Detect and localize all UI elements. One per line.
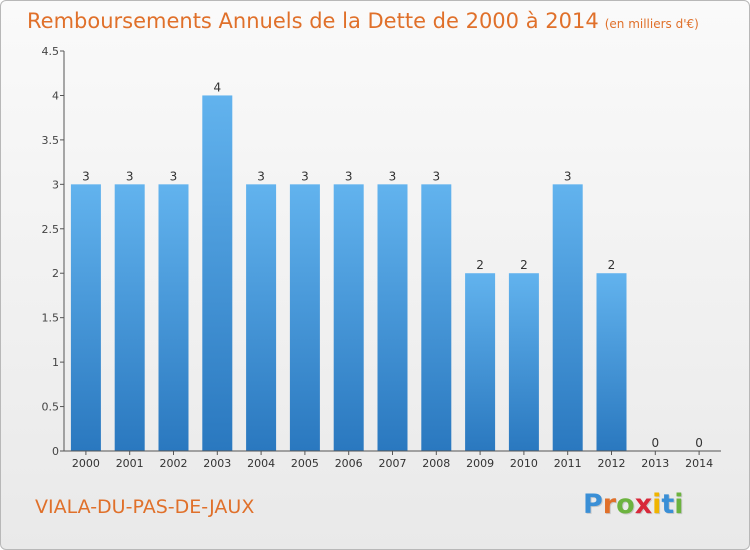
bar [158, 184, 189, 452]
x-tick-label: 2003 [203, 457, 231, 470]
y-tick-label: 3.5 [42, 134, 60, 147]
bar-value-label: 3 [257, 169, 265, 183]
x-tick-label: 2000 [72, 457, 100, 470]
y-tick-label: 1.5 [42, 312, 60, 325]
x-tick-label: 2009 [466, 457, 494, 470]
bar [289, 184, 320, 452]
x-tick-label: 2011 [554, 457, 582, 470]
logo-letter: t [661, 489, 675, 520]
y-axis: 0 0.5 1 1.5 2 2.5 3 3.5 4 4.5 [42, 45, 65, 458]
logo-letter: P [583, 489, 603, 520]
x-tick-label: 2005 [291, 457, 319, 470]
bar-value-label: 4 [213, 80, 221, 94]
bar-value-label: 0 [651, 436, 659, 450]
bar [377, 184, 408, 452]
x-tick-label: 2012 [598, 457, 626, 470]
y-tick-label: 2.5 [42, 223, 60, 236]
y-tick-label: 4 [52, 89, 59, 102]
bar-value-label: 3 [345, 169, 353, 183]
bar-value-label: 3 [301, 169, 309, 183]
logo-letter: x [634, 489, 653, 520]
bar-value-label: 3 [126, 169, 134, 183]
x-axis: 2000 2001 2002 2003 2004 2005 2006 2007 2008 2009… [64, 450, 721, 470]
bar [114, 184, 145, 452]
x-tick-label: 2014 [685, 457, 713, 470]
bar-value-label: 3 [389, 169, 397, 183]
x-tick-label: 2001 [116, 457, 144, 470]
bar [202, 95, 233, 451]
bar [552, 184, 583, 452]
logo-letter: r [602, 489, 617, 520]
bar-value-label: 3 [564, 169, 572, 183]
x-tick-label: 2010 [510, 457, 538, 470]
y-tick-label: 0 [52, 445, 59, 458]
bar [465, 273, 496, 451]
x-tick-label: 2013 [641, 457, 669, 470]
x-tick-label: 2002 [160, 457, 188, 470]
y-tick-label: 4.5 [42, 45, 60, 58]
logo-letter: i [674, 489, 684, 520]
bar [596, 273, 627, 451]
bar [421, 184, 452, 452]
y-tick-label: 3 [52, 178, 59, 191]
title-unit: (en milliers d'€) [604, 17, 699, 31]
bar-value-label: 2 [476, 258, 484, 272]
commune-name: VIALA-DU-PAS-DE-JAUX [35, 496, 255, 518]
bar [246, 184, 277, 452]
y-tick-label: 0.5 [42, 401, 60, 414]
bar-value-label: 3 [82, 169, 90, 183]
chart-title: Remboursements Annuels de la Dette de 20… [27, 9, 699, 33]
x-tick-label: 2004 [247, 457, 275, 470]
x-tick-label: 2008 [422, 457, 450, 470]
bar-value-label: 3 [170, 169, 178, 183]
y-tick-label: 1 [52, 356, 59, 369]
x-tick-label: 2007 [379, 457, 407, 470]
logo-letter: o [616, 489, 635, 520]
proxiti-logo: Proxiti [583, 489, 684, 520]
title-text: Remboursements Annuels de la Dette de 20… [27, 9, 599, 33]
bar-value-label: 3 [432, 169, 440, 183]
bar-value-label: 2 [520, 258, 528, 272]
y-tick-label: 2 [52, 267, 59, 280]
bar [333, 184, 364, 452]
bar-value-label: 0 [695, 436, 703, 450]
bars: 3 3 3 4 3 3 3 3 3 2 2 3 2 0 0 [70, 80, 715, 452]
bar-value-label: 2 [608, 258, 616, 272]
logo-letter: i [652, 489, 662, 520]
bar [70, 184, 101, 452]
bar [508, 273, 539, 451]
x-tick-label: 2006 [335, 457, 363, 470]
